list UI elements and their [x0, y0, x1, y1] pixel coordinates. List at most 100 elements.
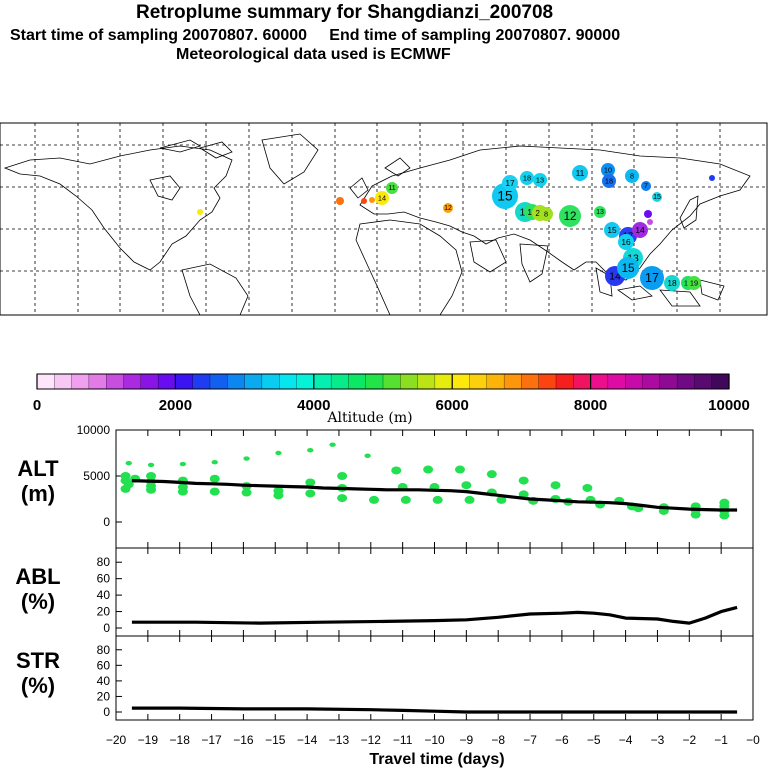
- colorbar-tick-label: 2000: [159, 397, 192, 414]
- x-tick-label: −8: [491, 733, 505, 747]
- alt-scatter-point: [400, 495, 411, 504]
- colorbar-tick-label: 4000: [297, 397, 330, 414]
- alt-scatter-point: [550, 481, 561, 490]
- colorbar-cell: [227, 373, 246, 390]
- alt-scatter-point: [719, 498, 730, 507]
- plume-marker-small: [647, 219, 653, 225]
- plume-markers: 1517181311101887151112208121315171416131…: [197, 163, 715, 291]
- alt-scatter-point: [364, 453, 371, 458]
- plume-marker-label: 18: [523, 173, 531, 182]
- alt-scatter-point: [305, 489, 316, 498]
- y-tick-label: 20: [97, 605, 111, 619]
- colorbar-cell: [659, 373, 678, 390]
- colorbar-cell: [503, 373, 522, 390]
- colorbar-cell: [625, 373, 644, 390]
- colorbar-tick-label: 6000: [436, 397, 469, 414]
- plume-marker-label: 16: [621, 237, 631, 247]
- colorbar-cell: [313, 373, 332, 390]
- plume-marker-label: 12: [564, 211, 577, 223]
- colorbar-cell: [261, 373, 280, 390]
- colorbar-cell: [244, 373, 263, 390]
- colorbar-cell: [279, 373, 298, 390]
- y-tick-label: 5000: [83, 469, 110, 483]
- y-tick-label: 10000: [77, 423, 111, 437]
- alt-scatter-point: [337, 494, 348, 503]
- y-tick-label: 60: [97, 658, 111, 672]
- abl-unit: (%): [21, 589, 55, 614]
- y-tick-label: 0: [103, 621, 110, 635]
- colorbar-cell: [469, 373, 488, 390]
- colorbar-cell: [106, 373, 125, 390]
- plume-marker-label: 15: [653, 194, 661, 201]
- alt-scatter-point: [464, 495, 475, 504]
- alt-scatter-point: [454, 465, 465, 474]
- x-tick-label: −14: [297, 733, 318, 747]
- alt-scatter-point: [243, 456, 250, 461]
- plume-marker-small: [369, 197, 375, 203]
- plume-marker: [375, 191, 389, 205]
- colorbar-cell: [348, 373, 367, 390]
- met-data-label: Meteorological data used is ECMWF: [176, 46, 451, 63]
- colorbar-cell: [573, 373, 592, 390]
- x-tick-label: −4: [619, 733, 633, 747]
- x-tick-label: −11: [393, 733, 413, 747]
- plume-marker-label: 10: [604, 165, 612, 174]
- alt-scatter-point: [273, 491, 284, 500]
- plume-marker: [386, 182, 398, 194]
- y-tick-label: 20: [97, 689, 111, 703]
- plume-marker-label: 17: [645, 271, 659, 285]
- start-time-label: Start time of sampling 20070807. 60000: [10, 27, 308, 44]
- y-tick-label: 80: [97, 555, 111, 569]
- plume-marker: [539, 207, 553, 221]
- colorbar-cell: [607, 373, 626, 390]
- colorbar-cell: [676, 373, 695, 390]
- y-tick-label: 60: [97, 572, 111, 586]
- colorbar-cell: [36, 373, 55, 390]
- colorbar-cell: [123, 373, 142, 390]
- alt-scatter-point: [146, 472, 157, 480]
- plume-marker: [533, 173, 547, 187]
- coastlines: [3, 133, 751, 316]
- plume-marker: [572, 165, 588, 181]
- alt-scatter-point: [146, 485, 157, 494]
- x-tick-label: −12: [361, 733, 382, 747]
- colorbar-cells: [36, 373, 730, 390]
- panels-frame: [115, 429, 754, 721]
- page-title: Retroplume summary for Shangdianzi_20070…: [136, 2, 554, 23]
- plume-marker: [640, 266, 664, 290]
- colorbar-cell: [555, 373, 574, 390]
- str-title: STR: [16, 648, 60, 673]
- x-tick-label: −6: [555, 733, 569, 747]
- colorbar-tick-label: 8000: [574, 397, 607, 414]
- plume-marker-small: [336, 197, 344, 205]
- alt-scatter-point: [461, 481, 472, 490]
- plume-marker: [602, 174, 616, 188]
- plume-marker-small: [644, 210, 652, 218]
- colorbar-cell: [192, 373, 211, 390]
- plume-marker-small: [709, 175, 715, 181]
- x-tick-label: −10: [424, 733, 445, 747]
- plume-marker-label: 17: [505, 178, 515, 188]
- colorbar-cell: [157, 373, 176, 390]
- alt-scatter-point: [275, 450, 282, 456]
- plume-marker: [641, 181, 651, 191]
- plume-marker-label: 13: [596, 209, 604, 216]
- alt-scatter-point: [179, 461, 187, 467]
- x-tick-label: −17: [201, 733, 222, 747]
- colorbar-cell: [434, 373, 453, 390]
- colorbar-cell: [400, 373, 419, 390]
- abl-mean-line: [131, 605, 738, 625]
- x-axis-label: Travel time (days): [369, 751, 504, 768]
- plume-marker-label: 8: [630, 171, 634, 180]
- plume-marker: [652, 192, 662, 202]
- plume-marker: [618, 234, 634, 250]
- alt-scatter-point: [368, 495, 379, 504]
- plume-marker-label: 11: [388, 185, 395, 192]
- plume-marker-label: 13: [536, 175, 544, 184]
- colorbar-cell: [521, 373, 540, 390]
- alt-scatter-point: [147, 462, 155, 468]
- alt-scatter-point: [582, 483, 593, 492]
- map-frame: [0, 122, 768, 316]
